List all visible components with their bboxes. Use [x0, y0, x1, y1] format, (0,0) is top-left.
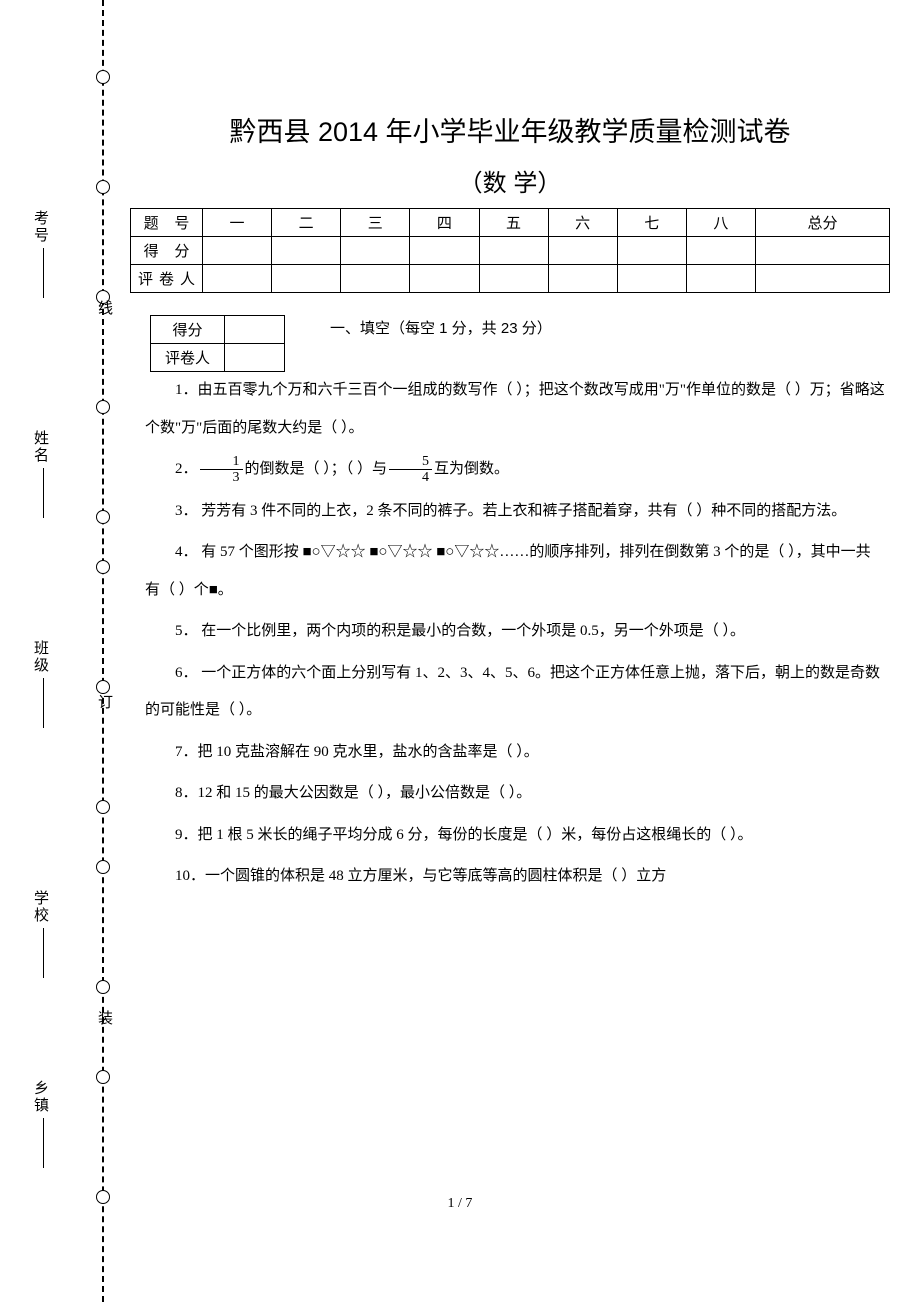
question-10: 10．一个圆锥的体积是 48 立方厘米，与它等底等高的圆柱体积是（ ）立方: [145, 858, 885, 896]
table-row: 题 号 一 二 三 四 五 六 七 八 总分: [131, 209, 890, 237]
header-cell: 八: [686, 209, 755, 237]
question-1: 1．由五百零九个万和六千三百个一组成的数写作（ ）；把这个数改写成用"万"作单位…: [145, 372, 885, 447]
question-4: 4． 有 57 个图形按 ■○▽☆☆ ■○▽☆☆ ■○▽☆☆……的顺序排列，排列…: [145, 534, 885, 609]
question-6: 6． 一个正方体的六个面上分别写有 1、2、3、4、5、6。把这个正方体任意上抛…: [145, 655, 885, 730]
binding-circle: [96, 1070, 110, 1084]
header-cell: 六: [548, 209, 617, 237]
table-row: 评卷人: [131, 265, 890, 293]
question-3: 3． 芳芳有 3 件不同的上衣，2 条不同的裤子。若上衣和裤子搭配着穿，共有（ …: [145, 493, 885, 531]
binding-circle: [96, 560, 110, 574]
question-7: 7．把 10 克盐溶解在 90 克水里，盐水的含盐率是（ ）。: [145, 734, 885, 772]
binding-circle: [96, 860, 110, 874]
field-township: 乡镇: [30, 1080, 51, 1172]
field-name: 姓名: [30, 430, 51, 522]
header-cell: 二: [272, 209, 341, 237]
question-5: 5． 在一个比例里，两个内项的积是最小的合数，一个外项是 0.5，另一个外项是（…: [145, 613, 885, 651]
binding-circle: [96, 180, 110, 194]
binding-circle: [96, 400, 110, 414]
section-heading: 一、填空（每空 1 分，共 23 分）: [330, 317, 890, 338]
header-cell: 五: [479, 209, 548, 237]
binding-circle: [96, 680, 110, 694]
binding-circle: [96, 70, 110, 84]
vertical-field-labels: 乡镇 学校 班级 姓名 考号: [30, 0, 85, 1302]
row-label: 评卷人: [131, 265, 203, 293]
row-label: 得 分: [131, 237, 203, 265]
page-title: 黔西县 2014 年小学毕业年级教学质量检测试卷: [130, 110, 890, 149]
fraction: 54: [389, 454, 432, 486]
margin-char-zhuang: 装: [94, 1010, 115, 1025]
question-8: 8．12 和 15 的最大公因数是（ ），最小公倍数是（ ）。: [145, 775, 885, 813]
binding-circle: [96, 800, 110, 814]
main-content: 黔西县 2014 年小学毕业年级教学质量检测试卷 （数 学） 题 号 一 二 三…: [130, 110, 890, 900]
question-9: 9．把 1 根 5 米长的绳子平均分成 6 分，每份的长度是（ ）米，每份占这根…: [145, 817, 885, 855]
header-cell: 三: [341, 209, 410, 237]
header-cell: 七: [617, 209, 686, 237]
margin-char-xian: 线: [94, 300, 115, 315]
header-cell: 四: [410, 209, 479, 237]
question-2: 2．13的倒数是（ ）；（ ）与54互为倒数。: [145, 451, 885, 489]
binding-margin: 装 订 线: [88, 0, 118, 1302]
header-cell: 总分: [756, 209, 890, 237]
field-class: 班级: [30, 640, 51, 732]
binding-circle: [96, 980, 110, 994]
table-row: 得 分: [131, 237, 890, 265]
field-school: 学校: [30, 890, 51, 982]
header-cell: 题 号: [131, 209, 203, 237]
margin-char-ding: 订: [94, 694, 115, 709]
fraction: 13: [200, 454, 243, 486]
questions-block: 1．由五百零九个万和六千三百个一组成的数写作（ ）；把这个数改写成用"万"作单位…: [145, 372, 885, 896]
page-subtitle: （数 学）: [130, 163, 890, 198]
header-cell: 一: [203, 209, 272, 237]
mini-cell: 得分: [151, 316, 225, 344]
field-examno: 考号: [30, 210, 51, 302]
mini-cell: 评卷人: [151, 344, 225, 372]
dashed-fold-line: [102, 0, 104, 1302]
page-number: 1 / 7: [0, 1196, 920, 1212]
section-score-table: 得分 评卷人: [150, 315, 285, 372]
binding-circle: [96, 510, 110, 524]
score-table: 题 号 一 二 三 四 五 六 七 八 总分 得 分 评卷人: [130, 208, 890, 293]
